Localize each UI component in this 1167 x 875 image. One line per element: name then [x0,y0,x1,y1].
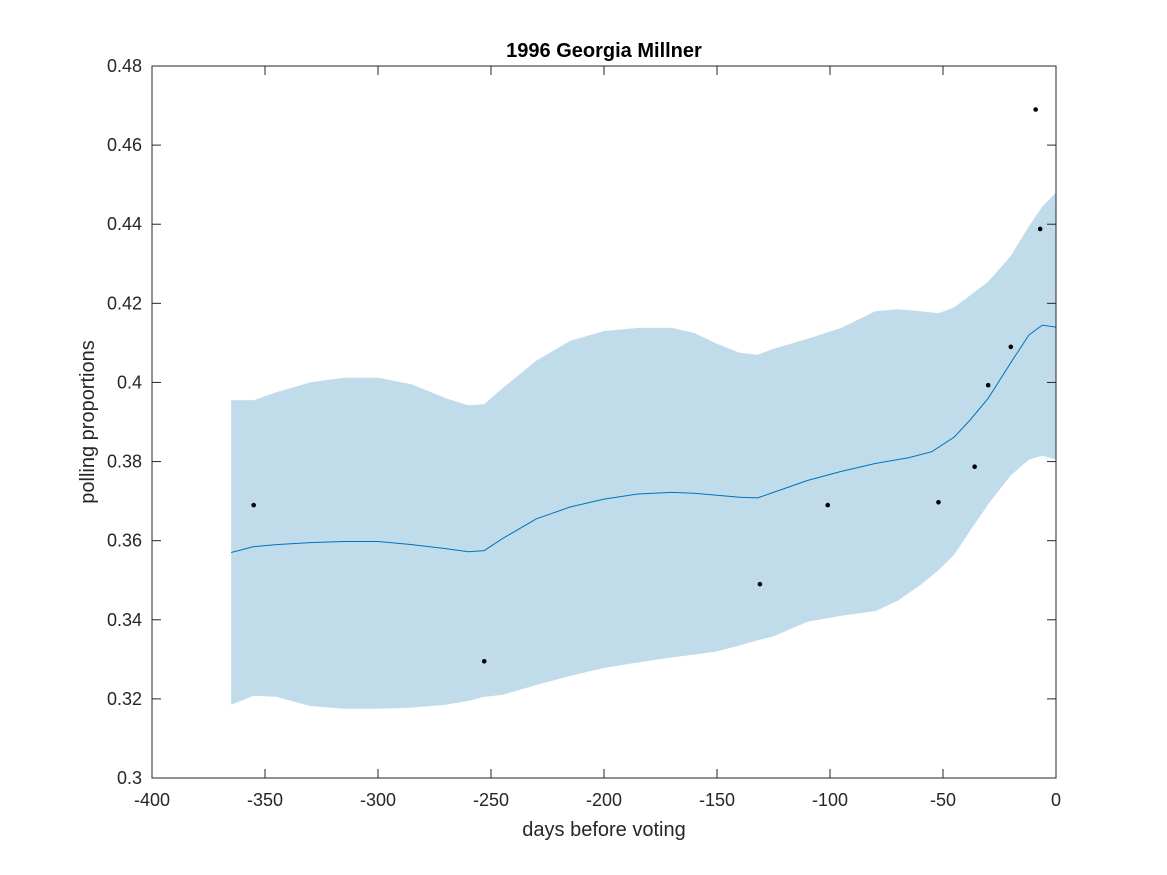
confidence-band [231,192,1057,709]
data-point [251,502,256,508]
y-axis-label: polling proportions [77,340,99,503]
x-axis-ticks: -400 -350 -300 -250 -200 -150 -100 -50 0 [134,66,1061,810]
y-tick-label: 0.42 [107,293,142,313]
plot-area [230,107,1057,709]
y-tick-label: 0.3 [117,768,142,788]
chart-title: 1996 Georgia Millner [506,40,702,62]
x-tick-label: -350 [247,790,283,810]
fit-line [230,324,1057,553]
data-point [481,659,487,664]
y-tick-label: 0.48 [107,56,142,76]
data-point [825,502,831,508]
x-tick-label: -150 [699,790,735,810]
x-tick-label: -400 [134,790,170,810]
data-point [1037,226,1043,232]
y-tick-label: 0.32 [107,689,142,709]
y-tick-label: 0.44 [107,214,142,234]
y-tick-label: 0.46 [107,135,142,155]
data-point [972,464,977,469]
x-tick-label: -250 [473,790,509,810]
x-tick-label: 0 [1051,790,1061,810]
data-points [251,107,1043,664]
x-tick-label: -200 [586,790,622,810]
data-point [757,581,763,587]
x-tick-label: -50 [930,790,956,810]
y-tick-label: 0.4 [117,372,142,392]
y-tick-label: 0.34 [107,610,142,630]
x-axis-label: days before voting [522,819,685,841]
y-tick-label: 0.38 [107,452,142,472]
data-point [1033,107,1038,112]
data-point [1008,344,1014,350]
y-tick-label: 0.36 [107,531,142,551]
x-tick-label: -300 [360,790,396,810]
data-point [985,382,991,388]
x-tick-label: -100 [812,790,848,810]
y-axis-ticks: 0.3 0.32 0.34 0.36 0.38 0.4 0.42 0.44 0.46 0.48 [107,56,1056,788]
data-point [936,499,941,505]
